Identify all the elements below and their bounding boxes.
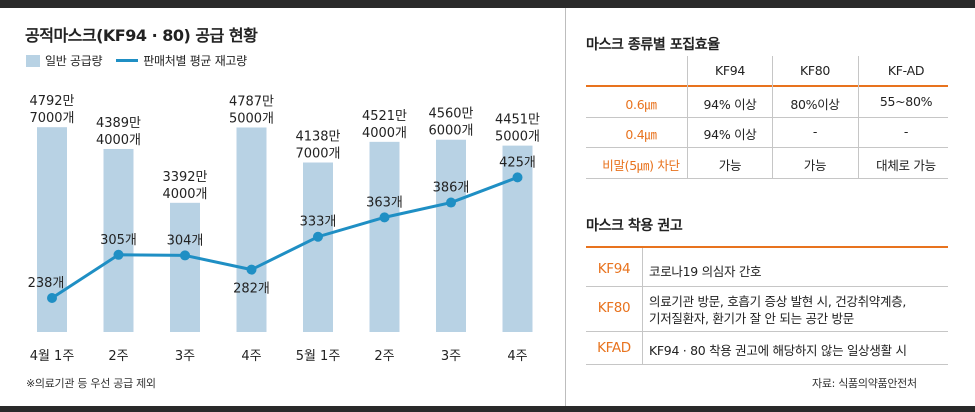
eff-row-label: 0.4㎛: [625, 127, 657, 142]
x-tick-label: 4주: [507, 349, 527, 364]
eff-col-kf80: KF80: [799, 63, 831, 78]
line-point: [180, 250, 190, 261]
eff-cell: 가능: [803, 158, 827, 173]
eff-col-kfad: KF-AD: [887, 63, 925, 78]
bar-value-label: 4792만: [29, 94, 74, 109]
line-value-label: 333개: [300, 215, 337, 230]
bar-value-label: 4787만: [229, 94, 274, 109]
eff-col-rule: [772, 56, 773, 178]
eff-cell: 94% 이상: [703, 127, 757, 142]
bar-value-label: 4000개: [96, 133, 141, 148]
legend-bar-swatch: [26, 54, 40, 67]
x-tick-label: 2주: [374, 349, 394, 364]
bar-value-label: 4521만: [362, 109, 407, 124]
legend-line-swatch: [116, 59, 139, 62]
eff-cell: 80%이상: [790, 97, 840, 112]
line-value-label: 363개: [366, 195, 403, 210]
bar-value-label: 5000개: [229, 111, 274, 126]
source-note: 자료: 식품의약품안전처: [812, 377, 917, 390]
x-tick-label: 2주: [108, 349, 128, 364]
line-point: [47, 293, 57, 303]
x-tick-label: 3주: [441, 349, 461, 364]
bar: [170, 202, 200, 332]
line-value-label: 305개: [100, 233, 137, 248]
eff-col-rule: [858, 56, 859, 178]
recommend-title: 마스크 착용 권고: [586, 218, 683, 234]
eff-cell: 94% 이상: [703, 97, 757, 112]
eff-cell: 55~80%: [879, 94, 933, 109]
line-value-label: 304개: [167, 233, 204, 248]
bar-value-label: 4000개: [362, 126, 407, 141]
eff-cell: -: [812, 124, 818, 139]
line-point: [246, 264, 257, 275]
legend-bar-label: 일반 공급량: [45, 54, 103, 68]
eff-row-label: 비말(5㎛) 차단: [602, 158, 680, 173]
rec-row-rule: [586, 286, 948, 287]
eff-cell: 대체로 가능: [876, 158, 936, 173]
rec-text: 의료기관 방문, 호흡기 증상 발현 시, 건강취약계층,: [649, 294, 907, 309]
x-tick-label: 3주: [175, 349, 195, 364]
bar: [369, 141, 400, 332]
rec-label-kf80: KF80: [597, 300, 631, 316]
bar: [103, 148, 134, 332]
eff-row-rule: [586, 147, 948, 148]
footnote: ※의료기관 등 우선 공급 제외: [26, 377, 156, 390]
x-tick-label: 4주: [241, 349, 261, 364]
eff-col-kf94: KF94: [714, 63, 746, 78]
eff-row-label: 0.6㎛: [625, 97, 657, 112]
line-point: [512, 172, 523, 183]
chart-title: 공적마스크(KF94 · 80) 공급 현황: [25, 26, 258, 45]
rec-col-rule: [642, 248, 643, 364]
bar-value-label: 5000개: [495, 130, 540, 145]
rec-row-rule: [586, 331, 948, 332]
line-point: [379, 212, 390, 223]
bar-value-label: 4451만: [495, 113, 540, 128]
eff-row-rule: [586, 178, 948, 179]
eff-cell: -: [903, 124, 909, 139]
bar-value-label: 4389만: [96, 116, 141, 131]
rec-text: 코로나19 의심자 간호: [649, 264, 762, 279]
rec-label-kfad: KFAD: [597, 340, 631, 356]
line-value-label: 282개: [233, 282, 270, 297]
rec-row-rule: [586, 364, 948, 365]
line-point: [446, 197, 456, 208]
bar-value-label: 3392만: [162, 170, 207, 185]
bar: [236, 127, 267, 332]
x-tick-label: 5월 1주: [296, 349, 341, 364]
line-value-label: 425개: [499, 155, 536, 170]
rec-header-rule: [586, 246, 948, 248]
eff-col-rule: [687, 56, 688, 178]
line-value-label: 238개: [28, 276, 65, 291]
bar-value-label: 4000개: [162, 187, 207, 202]
bar: [436, 139, 466, 332]
efficiency-title: 마스크 종류별 포집효율: [586, 37, 720, 53]
line-point: [313, 231, 323, 242]
bar-value-label: 6000개: [428, 124, 473, 139]
rec-text: KF94 · 80 착용 권고에 해당하지 않는 일상생활 시: [649, 343, 907, 358]
chart-legend: 일반 공급량 판매처별 평균 재고량: [26, 52, 247, 69]
x-tick-label: 4월 1주: [30, 349, 75, 364]
line-point: [113, 249, 124, 260]
legend-line-label: 판매처별 평균 재고량: [143, 54, 247, 68]
eff-header-rule: [586, 85, 948, 87]
rec-label-kf94: KF94: [597, 261, 631, 277]
top-bar: [0, 0, 975, 8]
panel-divider: [565, 8, 566, 406]
bar-value-label: 7000개: [29, 111, 74, 126]
bar-value-label: 4560만: [428, 107, 473, 122]
eff-row-rule: [586, 117, 948, 118]
bar: [303, 162, 333, 332]
bar-value-label: 4138만: [295, 130, 340, 145]
bar-value-label: 7000개: [295, 147, 340, 162]
eff-cell: 가능: [718, 158, 742, 173]
rec-text: 기저질환자, 환기가 잘 안 되는 공간 방문: [649, 311, 854, 326]
stock-line: [51, 175, 519, 300]
line-value-label: 386개: [433, 181, 470, 196]
bottom-bar: [0, 406, 975, 412]
supply-chart: 4792만 7000개 4389만 4000개 3392만 4000개 4787만 5000개…: [28, 94, 540, 364]
